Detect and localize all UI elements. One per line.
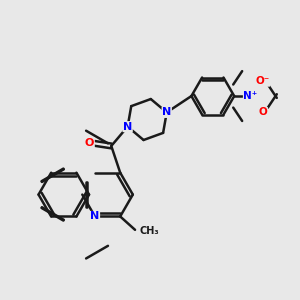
Text: O: O [85, 138, 94, 148]
Text: O: O [259, 107, 267, 117]
Text: O⁻: O⁻ [255, 76, 270, 86]
Text: N⁺: N⁺ [243, 91, 258, 101]
Text: CH₃: CH₃ [140, 226, 159, 236]
Text: N: N [90, 212, 100, 221]
Text: N: N [162, 107, 171, 117]
Text: N: N [123, 122, 132, 132]
